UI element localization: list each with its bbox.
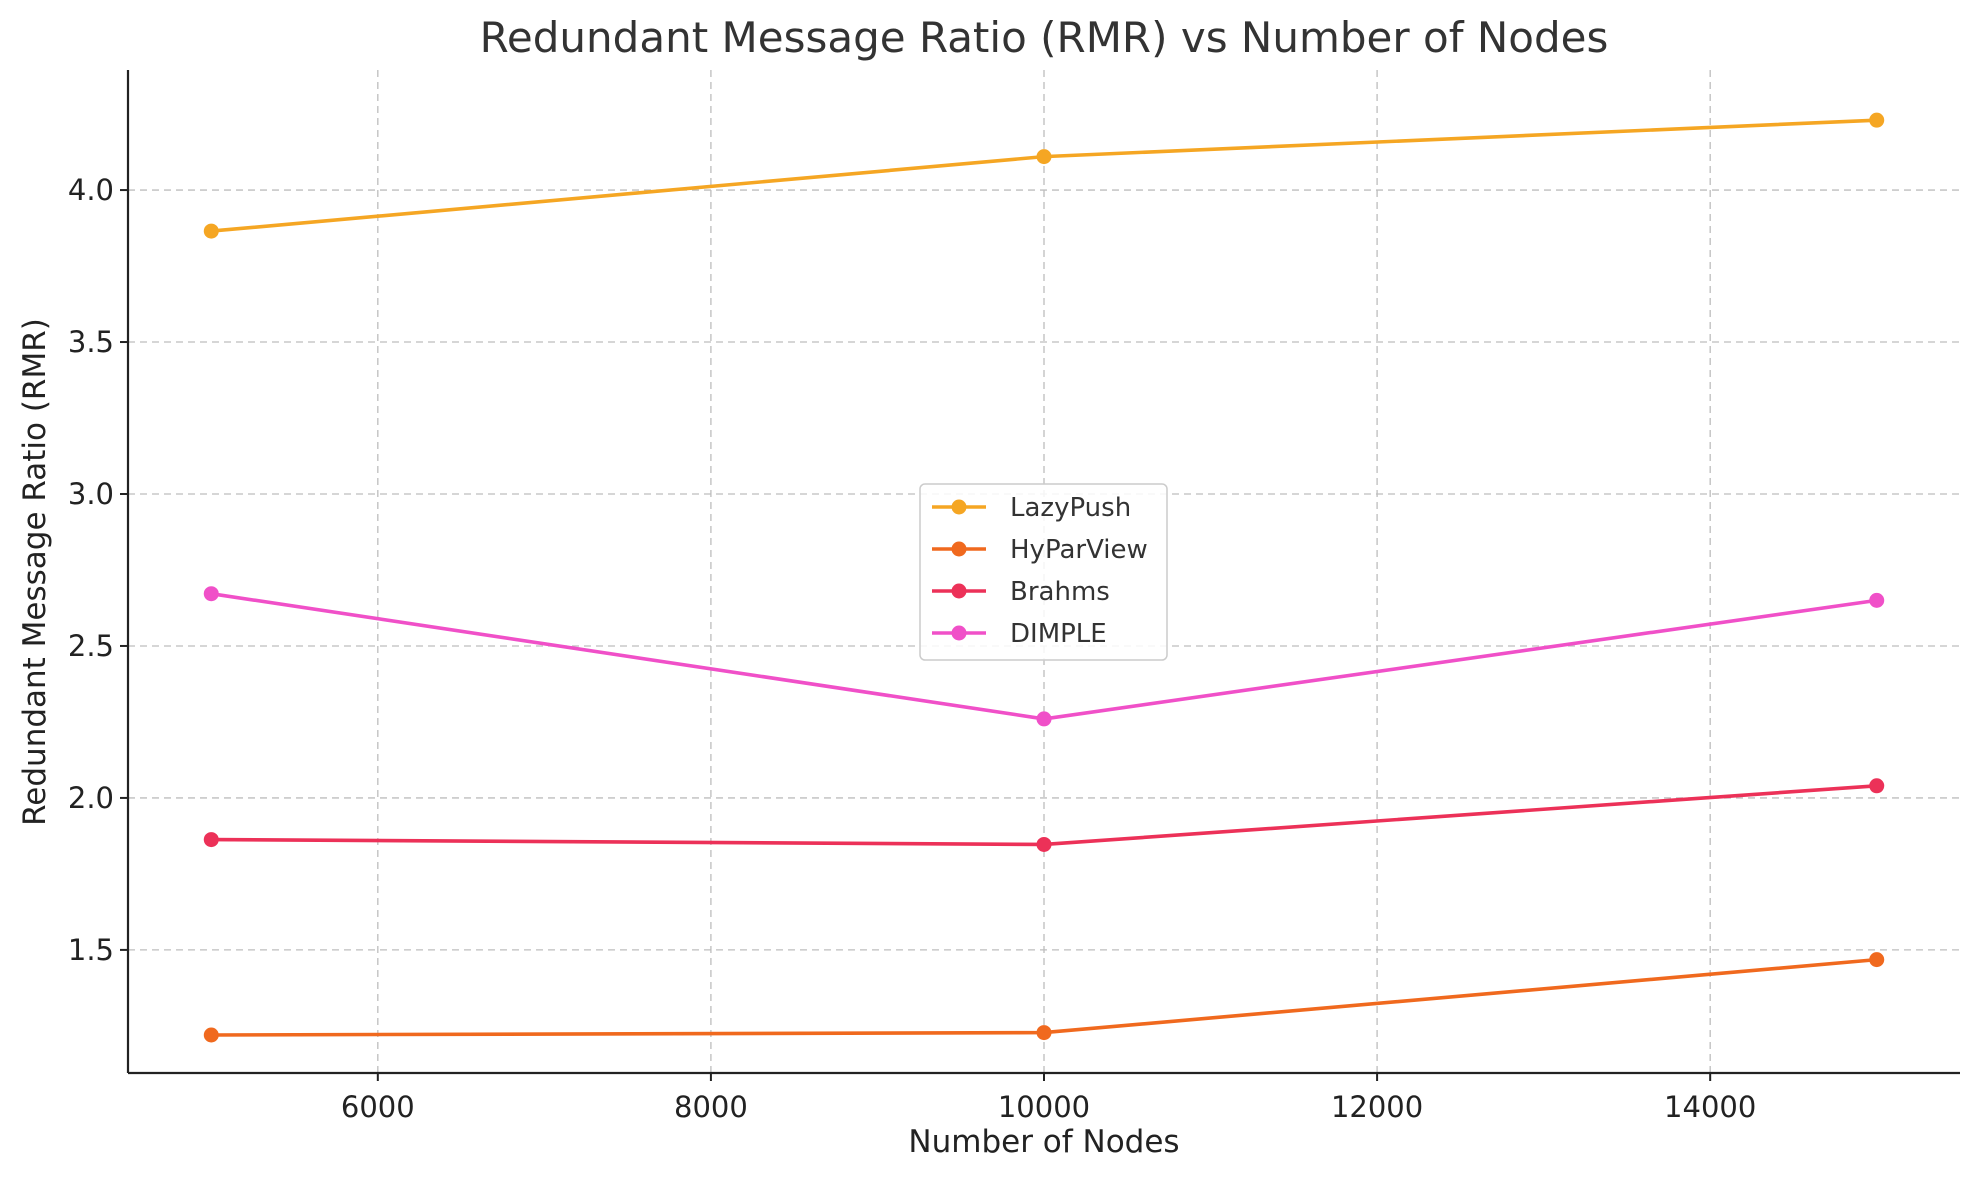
x-tick-label: 10000 <box>998 1090 1090 1124</box>
data-point-lazypush <box>1869 112 1885 128</box>
legend-label: Brahms <box>1010 577 1110 607</box>
axes: 6000 8000 10000 12000 14000 1.5 2.0 2.5 3.0 3.5 4.… <box>68 70 1960 1124</box>
series-dimple <box>203 586 1885 727</box>
series-hyparview <box>203 952 1885 1043</box>
y-tick-label: 2.5 <box>68 629 114 663</box>
series-lazypush <box>203 112 1885 239</box>
y-tick-label: 2.0 <box>68 781 114 815</box>
legend-label: LazyPush <box>1010 493 1131 523</box>
legend-box <box>919 483 1168 661</box>
data-point-hyparview <box>1036 1025 1052 1041</box>
series-layer <box>203 112 1885 1043</box>
x-tick-label: 8000 <box>674 1090 748 1124</box>
data-point-lazypush <box>203 223 219 239</box>
x-axis-label: Number of Nodes <box>908 1124 1179 1160</box>
data-point-hyparview <box>1869 952 1885 968</box>
data-point-dimple <box>203 586 219 602</box>
y-tick-label: 4.0 <box>68 173 114 207</box>
legend-swatch-marker <box>951 583 967 599</box>
legend-label: DIMPLE <box>1010 619 1107 649</box>
y-tick-label: 3.0 <box>68 477 114 511</box>
legend-item-hyparview: HyParView <box>932 535 1148 565</box>
data-point-brahms <box>1036 836 1052 852</box>
y-tick-label: 3.5 <box>68 325 114 359</box>
legend-swatch-marker <box>951 625 967 641</box>
chart-title: Redundant Message Ratio (RMR) vs Number … <box>480 13 1609 62</box>
legend-item-brahms: Brahms <box>932 577 1110 607</box>
legend: LazyPush HyParView Brahms DIMPLE <box>919 483 1168 661</box>
legend-swatch-marker <box>951 541 967 557</box>
data-point-brahms <box>1869 778 1885 794</box>
legend-swatch-marker <box>951 499 967 515</box>
y-axis-label: Redundant Message Ratio (RMR) <box>17 318 53 826</box>
series-brahms <box>203 778 1885 852</box>
x-tick-label: 12000 <box>1331 1090 1423 1124</box>
x-tick-label: 6000 <box>341 1090 415 1124</box>
x-tick-label: 14000 <box>1664 1090 1756 1124</box>
legend-label: HyParView <box>1010 535 1148 565</box>
legend-item-lazypush: LazyPush <box>932 493 1131 523</box>
legend-item-dimple: DIMPLE <box>932 619 1107 649</box>
data-point-dimple <box>1036 711 1052 727</box>
data-point-hyparview <box>203 1027 219 1043</box>
data-point-brahms <box>203 832 219 848</box>
y-tick-label: 1.5 <box>68 933 114 967</box>
data-point-lazypush <box>1036 149 1052 165</box>
data-point-dimple <box>1869 592 1885 608</box>
